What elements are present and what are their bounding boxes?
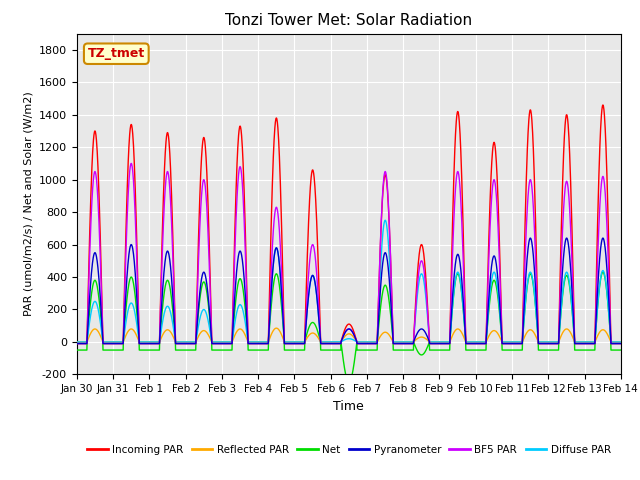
X-axis label: Time: Time [333, 400, 364, 413]
Title: Tonzi Tower Met: Solar Radiation: Tonzi Tower Met: Solar Radiation [225, 13, 472, 28]
Text: TZ_tmet: TZ_tmet [88, 47, 145, 60]
Legend: Incoming PAR, Reflected PAR, Net, Pyranometer, BF5 PAR, Diffuse PAR: Incoming PAR, Reflected PAR, Net, Pyrano… [83, 441, 615, 459]
Y-axis label: PAR (umol/m2/s) / Net and Solar (W/m2): PAR (umol/m2/s) / Net and Solar (W/m2) [24, 92, 33, 316]
